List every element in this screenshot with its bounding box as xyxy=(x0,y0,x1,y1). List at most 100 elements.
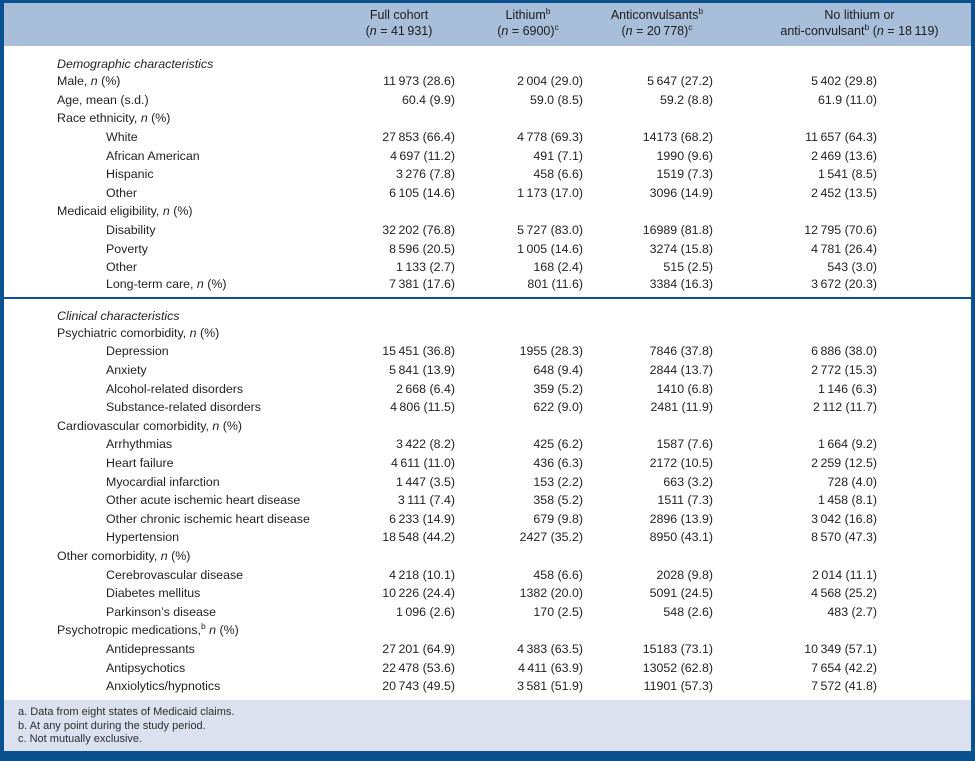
value-cell: 27 201 (64.9) xyxy=(382,641,455,656)
row-label: Other xyxy=(106,260,137,275)
row-label: Depression xyxy=(106,344,169,359)
value-cell: 18 548 (44.2) xyxy=(382,530,455,545)
value-cell xyxy=(464,547,592,566)
value-cell: 2172 (10.5) xyxy=(649,455,713,470)
column-title: Full cohort xyxy=(369,8,429,22)
value-cell xyxy=(722,109,971,128)
row-label: Age, mean (s.d.) xyxy=(57,92,149,107)
value-cell: 7 654 (42.2) xyxy=(811,660,877,675)
column-title: Lithiumb xyxy=(505,5,551,22)
row-label: Disability xyxy=(106,223,156,238)
table-content: Full cohort (n = 41 931) Lithiumb (n = 6900… xyxy=(4,3,971,700)
footnote-marker: c xyxy=(688,21,693,32)
value-cell: 1511 (7.3) xyxy=(657,493,713,508)
table-row: Myocardial infarction 1 447 (3.5) 153 (2.2… xyxy=(4,472,971,491)
value-cell: 4 781 (26.4) xyxy=(811,241,877,256)
value-cell xyxy=(592,202,722,221)
value-cell: 2844 (13.7) xyxy=(649,363,713,378)
value-cell: 2481 (11.9) xyxy=(650,400,713,415)
value-cell xyxy=(334,202,464,221)
row-label: Cerebrovascular disease xyxy=(106,567,244,582)
table-row: Anxiety 5 841 (13.9) 648 (9.4) 2844 (13.7) 2… xyxy=(4,361,971,380)
value-cell: 2 004 (29.0) xyxy=(517,74,583,89)
italic-n: n xyxy=(90,74,98,89)
value-cell xyxy=(334,621,464,640)
value-cell: 4 568 (25.2) xyxy=(811,586,877,601)
value-cell: 11 657 (64.3) xyxy=(805,130,877,145)
row-label: Other xyxy=(106,185,137,200)
value-cell xyxy=(722,417,971,436)
value-cell xyxy=(464,324,592,343)
value-cell xyxy=(722,324,971,343)
value-cell: 458 (6.6) xyxy=(533,167,583,182)
value-cell xyxy=(464,621,592,640)
footnote-marker: b xyxy=(698,5,704,16)
value-cell: 2 772 (15.3) xyxy=(811,363,877,378)
italic-n: n xyxy=(140,111,148,126)
value-cell: 5 841 (13.9) xyxy=(389,363,455,378)
row-label: Psychotropic medications,b n (%) xyxy=(57,621,239,638)
table-row: Disability 32 202 (76.8) 5 727 (83.0) 16989… xyxy=(4,221,971,240)
table-row: Parkinson’s disease 1 096 (2.6) 170 (2.5) 5… xyxy=(4,602,971,621)
value-cell: 1955 (28.3) xyxy=(519,344,583,359)
table-row: Other chronic ischemic heart disease 6 23… xyxy=(4,509,971,528)
value-cell: 458 (6.6) xyxy=(533,567,583,582)
value-cell: 1 541 (8.5) xyxy=(818,167,877,182)
value-cell: 15183 (73.1) xyxy=(642,641,713,656)
value-cell: 4 697 (11.2) xyxy=(390,148,455,163)
value-cell: 1990 (9.6) xyxy=(656,148,713,163)
value-cell: 6 886 (38.0) xyxy=(811,344,877,359)
value-cell: 2427 (35.2) xyxy=(519,530,583,545)
table-row: Substance-related disorders 4 806 (11.5) 6… xyxy=(4,398,971,417)
value-cell: 483 (2.7) xyxy=(827,604,877,619)
value-cell: 2 469 (13.6) xyxy=(811,148,877,163)
row-label: Diabetes mellitus xyxy=(106,586,201,601)
value-cell: 2 014 (11.1) xyxy=(812,567,877,582)
value-cell xyxy=(592,417,722,436)
value-cell: 1519 (7.3) xyxy=(656,167,713,182)
footnote: c. Not mutually exclusive. xyxy=(18,733,143,745)
column-header: Full cohort (n = 41 931) xyxy=(334,3,464,46)
value-cell xyxy=(464,109,592,128)
value-cell: 679 (9.8) xyxy=(533,511,583,526)
value-cell: 1 447 (3.5) xyxy=(396,474,455,489)
row-label: African American xyxy=(106,148,200,163)
value-cell: 10 349 (57.1) xyxy=(804,641,877,656)
value-cell: 59.0 (8.5) xyxy=(529,92,583,107)
value-cell xyxy=(592,547,722,566)
row-label: Male, n (%) xyxy=(57,74,121,89)
section-title: Demographic characteristics xyxy=(57,56,214,71)
row-label: Race ethnicity, n (%) xyxy=(57,111,171,126)
value-cell: 358 (5.2) xyxy=(533,493,583,508)
value-cell: 436 (6.3) xyxy=(533,455,583,470)
row-label: Anxiety xyxy=(106,363,147,378)
value-cell: 2896 (13.9) xyxy=(649,511,713,526)
row-label: Other acute ischemic heart disease xyxy=(106,493,301,508)
row-label: Long-term care, n (%) xyxy=(106,276,227,291)
value-cell: 1 133 (2.7) xyxy=(396,260,455,275)
row-label: Parkinson’s disease xyxy=(106,604,216,619)
table-row: Anxiolytics/hypnotics 20 743 (49.5) 3 581 … xyxy=(4,677,971,696)
table-row: Psychiatric comorbidity, n (%) xyxy=(4,324,971,343)
italic-n: n xyxy=(212,418,220,433)
value-cell xyxy=(334,324,464,343)
value-cell: 59.2 (8.8) xyxy=(659,92,713,107)
table-row: Poverty 8 596 (20.5) 1 005 (14.6) 3274 (15.… xyxy=(4,239,971,258)
value-cell: 32 202 (76.8) xyxy=(382,223,455,238)
value-cell: 663 (3.2) xyxy=(663,474,713,489)
row-label: Substance-related disorders xyxy=(106,400,261,415)
table-row: Cerebrovascular disease 4 218 (10.1) 458 (… xyxy=(4,565,971,584)
value-cell: 3 581 (51.9) xyxy=(517,679,583,694)
value-cell: 7846 (37.8) xyxy=(649,344,713,359)
value-cell: 543 (3.0) xyxy=(827,260,877,275)
table-row: Heart failure 4 611 (11.0) 436 (6.3) 2172 (… xyxy=(4,454,971,473)
value-cell: 648 (9.4) xyxy=(533,363,583,378)
italic-n: n xyxy=(625,23,633,38)
value-cell xyxy=(592,621,722,640)
value-cell: 16989 (81.8) xyxy=(642,223,713,238)
value-cell: 7 572 (41.8) xyxy=(811,679,877,694)
section-title-row: Demographic characteristics xyxy=(4,46,971,72)
row-label: Antidepressants xyxy=(106,641,195,656)
table-row: White 27 853 (66.4) 4 778 (69.3) 14173 (68.… xyxy=(4,128,971,147)
